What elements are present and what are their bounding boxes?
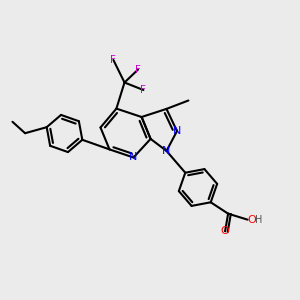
Text: O: O <box>248 215 256 225</box>
Text: F: F <box>135 64 141 75</box>
Text: F: F <box>110 55 116 65</box>
Text: F: F <box>140 85 146 95</box>
Text: N: N <box>173 126 181 136</box>
Text: N: N <box>162 146 171 156</box>
Text: O: O <box>221 226 230 236</box>
Text: H: H <box>255 215 262 225</box>
Text: N: N <box>129 152 138 163</box>
